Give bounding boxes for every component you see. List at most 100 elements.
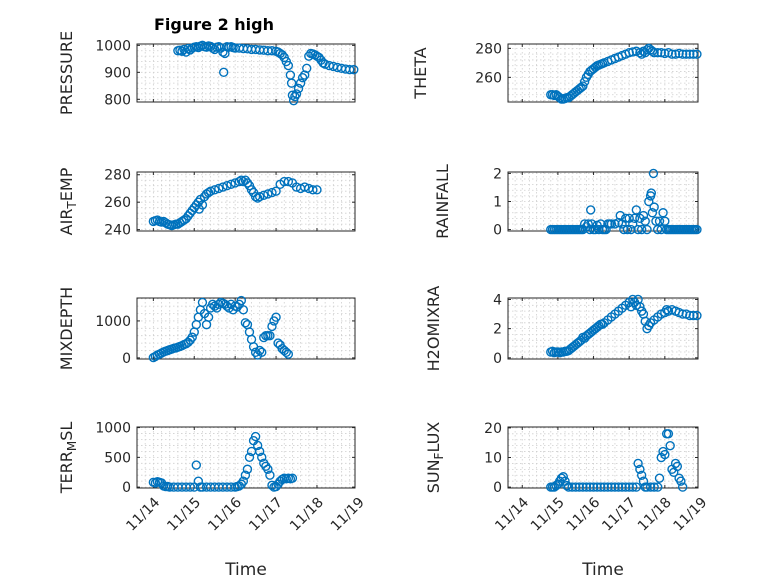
data-point	[586, 205, 596, 215]
data-point	[244, 452, 255, 463]
data-point	[246, 185, 257, 195]
data-point	[349, 64, 359, 75]
data-point	[291, 89, 302, 99]
data-point	[571, 482, 581, 492]
data-point	[299, 70, 310, 80]
data-point	[688, 49, 699, 59]
data-point	[606, 482, 617, 492]
y-tick-label: 0	[493, 351, 502, 367]
data-point	[267, 187, 277, 198]
panel-pressure: 800 900 1000 PRESSURE Figure 2 high	[57, 15, 359, 115]
y-axis-label: RAINFALL	[433, 164, 452, 239]
series-markers	[173, 40, 359, 106]
data-point	[615, 210, 625, 221]
data-point	[236, 295, 246, 306]
data-point	[205, 186, 216, 196]
y-axis-label: H2OMIXRA	[424, 286, 443, 372]
data-point	[238, 305, 249, 315]
data-point	[191, 460, 202, 470]
data-point	[299, 182, 310, 192]
data-point	[263, 464, 273, 474]
data-point	[318, 58, 328, 68]
y-axis-label: THETA	[411, 47, 430, 99]
data-point	[653, 224, 663, 235]
y-axis-label: SUNFLUX	[424, 422, 446, 494]
data-point	[603, 482, 613, 492]
data-point	[297, 73, 308, 83]
data-point	[635, 302, 645, 312]
data-point	[581, 482, 592, 492]
data-point	[293, 83, 304, 94]
data-point	[642, 224, 652, 235]
data-point	[242, 464, 253, 474]
data-point	[267, 46, 277, 56]
data-point	[281, 347, 291, 358]
data-point	[252, 440, 263, 451]
data-point	[658, 208, 668, 218]
data-point	[633, 224, 643, 235]
y-axis-label: PRESSURE	[57, 31, 76, 115]
panel-mixdepth: 0 1000 MIXDEPTH	[57, 287, 356, 370]
data-point	[649, 482, 659, 492]
data-point	[558, 472, 568, 482]
data-point	[267, 321, 277, 332]
data-point	[308, 185, 318, 195]
data-point	[238, 476, 249, 486]
data-point	[670, 49, 681, 59]
x-axis-label: Time	[581, 560, 624, 580]
data-point	[265, 331, 275, 341]
data-point	[674, 48, 684, 59]
data-point	[660, 449, 670, 460]
y-tick-label: 260	[104, 195, 131, 211]
data-point	[302, 63, 312, 73]
data-point	[633, 458, 643, 469]
y-tick-label: 280	[104, 168, 131, 184]
data-point	[583, 219, 593, 229]
data-point	[661, 304, 672, 315]
panel-rainfall: 0 1 2 RAINFALL	[433, 164, 702, 239]
data-point	[214, 183, 224, 194]
data-point	[263, 189, 273, 199]
data-point	[578, 81, 588, 91]
data-point	[685, 310, 695, 321]
data-point	[619, 224, 629, 235]
axes-frame	[136, 297, 356, 360]
data-point	[628, 219, 638, 229]
data-point	[622, 224, 633, 235]
data-point	[649, 202, 659, 212]
axes-background	[508, 44, 698, 102]
y-tick-label: 20	[484, 421, 502, 437]
data-point	[255, 191, 265, 202]
data-point	[259, 190, 269, 201]
data-point	[681, 49, 691, 59]
data-point	[692, 49, 702, 59]
data-point	[660, 48, 670, 59]
data-point	[320, 59, 330, 69]
data-point	[685, 49, 695, 59]
y-axis-label: MIXDEPTH	[57, 287, 76, 370]
data-point	[665, 440, 675, 451]
data-point	[255, 345, 265, 356]
data-point	[636, 470, 647, 480]
data-point	[255, 446, 265, 457]
y-tick-label: 2	[493, 322, 502, 338]
y-tick-label: 10	[484, 451, 502, 467]
data-point	[692, 310, 702, 321]
data-point	[197, 200, 208, 210]
data-point	[579, 76, 590, 87]
data-point	[287, 473, 298, 483]
data-point	[267, 480, 277, 491]
data-point	[218, 182, 228, 192]
data-point	[636, 224, 647, 235]
data-point	[252, 193, 263, 203]
series-markers	[148, 295, 294, 363]
data-point	[656, 48, 666, 58]
data-point	[201, 42, 212, 52]
data-point	[150, 478, 161, 488]
data-point	[640, 216, 650, 226]
data-point	[271, 312, 281, 322]
data-point	[613, 482, 624, 492]
data-point	[653, 482, 663, 492]
data-point	[654, 216, 665, 226]
data-point	[644, 196, 654, 207]
